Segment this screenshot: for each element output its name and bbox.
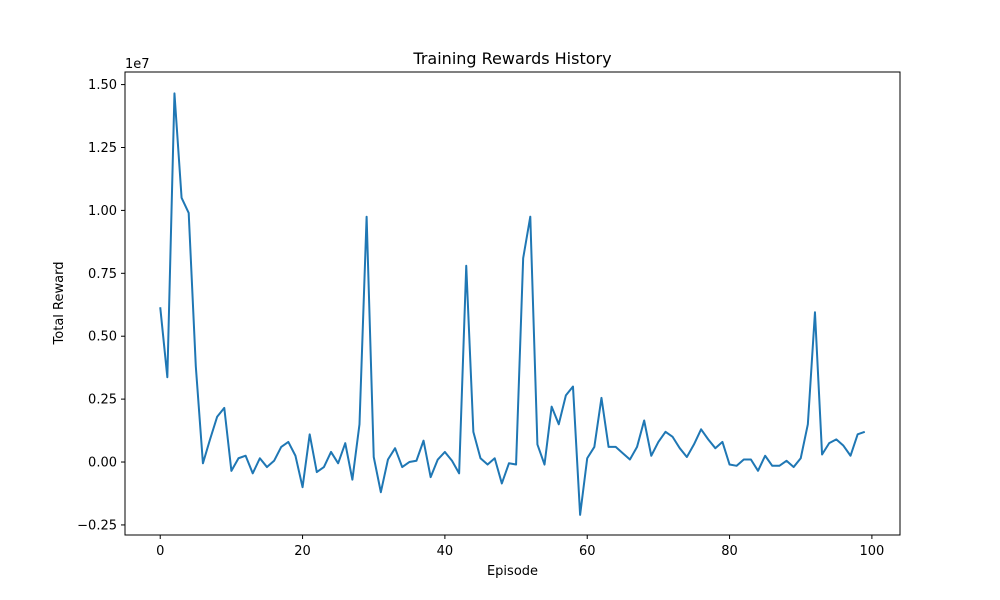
y-tick-label: 1.50 [88,78,117,93]
x-tick-label: 100 [859,544,884,559]
y-tick-label: 0.50 [88,330,117,345]
y-tick-label: 0.25 [88,393,117,408]
y-axis-label: Total Reward [52,262,67,346]
x-axis-label: Episode [487,564,538,579]
chart-title: Training Rewards History [412,49,611,68]
y-tick-label: 1.00 [88,204,117,219]
y-offset-label: 1e7 [125,57,150,72]
reward-series-line [159,92,866,516]
x-tick-label: 80 [721,544,738,559]
x-tick-label: 0 [156,544,164,559]
y-tick-label: −0.25 [77,518,117,533]
x-tick-label: 20 [294,544,311,559]
plot-frame [124,71,901,536]
y-tick-label: 0.00 [88,456,117,471]
x-tick-label: 60 [579,544,596,559]
y-tick-label: 1.25 [88,141,117,156]
x-tick-label: 40 [437,544,454,559]
axis-ticks: 0 20 40 60 80 100 −0.25 0.00 0.25 0.50 0.75 1.00 1.2… [77,78,884,559]
plot-area [159,92,866,516]
y-tick-label: 0.75 [88,267,117,282]
